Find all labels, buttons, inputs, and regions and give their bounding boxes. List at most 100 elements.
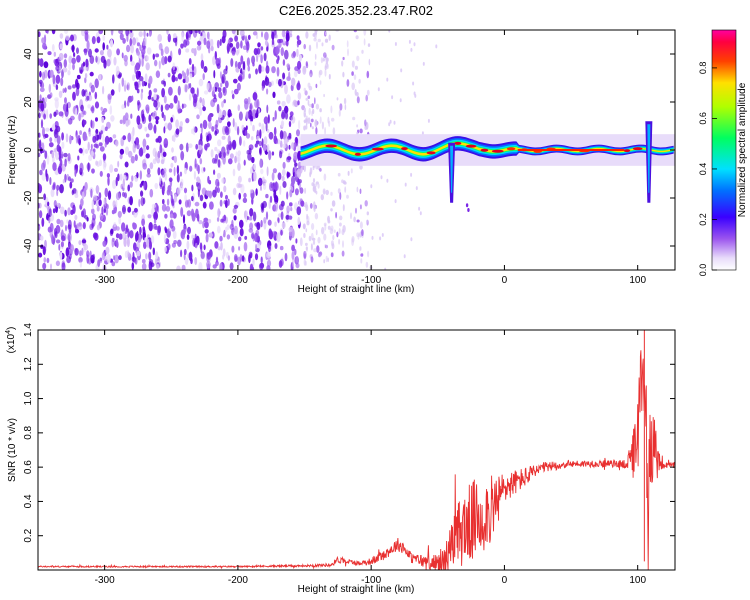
spectrogram-noise-blob [251, 233, 255, 240]
spectrogram-noise-blob [161, 203, 167, 212]
spectrogram-noise-blob [65, 224, 67, 232]
spectrogram-noise-blob [274, 181, 279, 191]
spectrogram-noise-blob [206, 82, 210, 91]
spectrogram-noise-blob [167, 243, 171, 251]
spectrogram-noise-blob [243, 210, 249, 220]
spectrogram-noise-blob [281, 222, 286, 229]
spectrogram-noise-blob [92, 135, 97, 143]
spectrogram-noise-blob [110, 228, 114, 235]
spectrogram-noise-blob [191, 63, 195, 72]
spectrogram-noise-blob [284, 252, 288, 262]
spectrogram-noise-blob [184, 199, 189, 208]
spectrogram-sparse-blob [352, 116, 356, 121]
snr-x-tick-label: 0 [502, 575, 508, 586]
spectrogram-faint-dot [371, 235, 374, 240]
spectrogram-noise-blob [145, 133, 150, 138]
spectrogram-noise-blob [298, 135, 301, 144]
spectrogram-noise-blob [259, 158, 262, 169]
spectrogram-noise-blob [267, 114, 270, 124]
spectrogram-noise-blob [88, 131, 92, 137]
spectrogram-noise-blob [148, 222, 153, 232]
spectrogram-noise-blob [132, 74, 136, 82]
spectrogram-noise-blob [90, 84, 95, 93]
spectrogram-noise-blob [163, 138, 169, 148]
spectrogram-noise-blob [185, 48, 190, 53]
spectrogram-noise-blob [122, 38, 126, 44]
colorbar-tick-label: 0.0 [698, 264, 708, 277]
spectrogram-noise-blob [207, 219, 212, 224]
spectrogram-noise-blob [97, 259, 101, 267]
spectrogram-noise-blob [190, 257, 193, 265]
spectrogram-noise-blob [177, 73, 183, 80]
spectrogram-sparse-blob [355, 35, 359, 40]
spectrogram-noise-blob [82, 61, 86, 68]
spectrogram-noise-blob [119, 173, 123, 181]
spectrogram-sparse-blob [308, 44, 312, 52]
spectrogram-noise-blob [200, 133, 203, 142]
spectrogram-noise-blob [272, 91, 276, 99]
spectrogram-sparse-blob [338, 228, 341, 235]
spectrogram-noise-blob [166, 30, 169, 35]
signal-hotspot [454, 141, 462, 145]
spectrogram-noise-blob [249, 222, 254, 230]
spectrogram-noise-blob [55, 58, 59, 64]
spectrogram-noise-blob [161, 169, 166, 178]
spectrogram-noise-blob [58, 146, 62, 155]
spectrogram-faint-dot [380, 175, 383, 180]
spectrogram-noise-blob [223, 151, 226, 158]
spectrogram-noise-blob [266, 252, 271, 259]
spectrogram-noise-blob [98, 192, 102, 200]
spectrogram-noise-blob [271, 31, 275, 40]
spectrogram-noise-blob [254, 143, 258, 148]
spectrogram-noise-blob [223, 214, 227, 222]
spectrogram-noise-blob [206, 260, 211, 269]
spectrogram-noise-blob [257, 42, 261, 48]
spectrogram-noise-blob [42, 246, 46, 256]
spectrogram-noise-blob [253, 171, 257, 182]
colorbar: 0.0 0.2 0.4 0.6 0.8 Normalized spectral ampl… [698, 29, 748, 277]
spectrogram-noise-blob [124, 227, 128, 234]
spectrogram-noise-blob [124, 146, 130, 155]
signal-hotspot [426, 151, 436, 155]
spectrogram-sparse-blob [342, 204, 345, 212]
spectrogram-noise-blob [167, 72, 171, 78]
spectrogram-noise-blob [244, 129, 248, 136]
spectrogram-noise-blob [186, 68, 190, 77]
spectrogram-noise-blob [251, 55, 256, 65]
spectrogram-noise-blob [38, 252, 43, 258]
colorbar-tick-label: 0.2 [698, 213, 708, 226]
spectrogram-sparse-blob [303, 119, 307, 123]
spectrogram-sparse-blob [351, 238, 354, 247]
spectrogram-sparse-blob [327, 257, 330, 263]
spectrogram-noise-blob [234, 155, 238, 164]
spectrogram-sparse-blob [364, 125, 368, 130]
spectrogram-noise-blob [38, 132, 41, 138]
spectrogram-noise-blob [252, 211, 257, 222]
spectrogram-noise-blob [59, 158, 63, 168]
spectrogram-noise-blob [106, 204, 109, 210]
spectrogram-noise-blob [151, 203, 157, 209]
spectrogram-noise-blob [220, 241, 223, 251]
spectrogram-noise-blob [195, 242, 198, 249]
spectrogram-noise-blob [223, 99, 226, 104]
spectrogram-noise-blob [155, 119, 159, 125]
spectrogram-noise-blob [143, 30, 146, 38]
spectrogram-y-axis: -40 -20 0 20 40 [23, 48, 675, 253]
spectrogram-noise-blob [293, 151, 298, 161]
spectrogram-noise-blob [114, 254, 119, 264]
spectrogram-noise-blob [156, 263, 160, 269]
spectrogram-noise-blob [173, 166, 176, 177]
spectrogram-sparse-blob [325, 244, 328, 249]
spectrogram-noise-blob [264, 76, 270, 86]
spectrogram-sparse-blob [346, 79, 350, 87]
spectrogram-noise-blob [134, 81, 139, 91]
spectrogram-noise-blob [194, 66, 197, 76]
spectrogram-noise-blob [223, 185, 227, 193]
spectrogram-noise-blob [99, 50, 104, 56]
spectrogram-sparse-blob [341, 229, 345, 236]
spectrogram-noise-blob [130, 44, 135, 54]
spectrogram-noise-blob [237, 61, 242, 70]
snr-x-tick-label: 100 [629, 575, 646, 586]
spectrogram-noise-blob [49, 69, 54, 78]
spectrogram-noise-blob [127, 184, 130, 192]
